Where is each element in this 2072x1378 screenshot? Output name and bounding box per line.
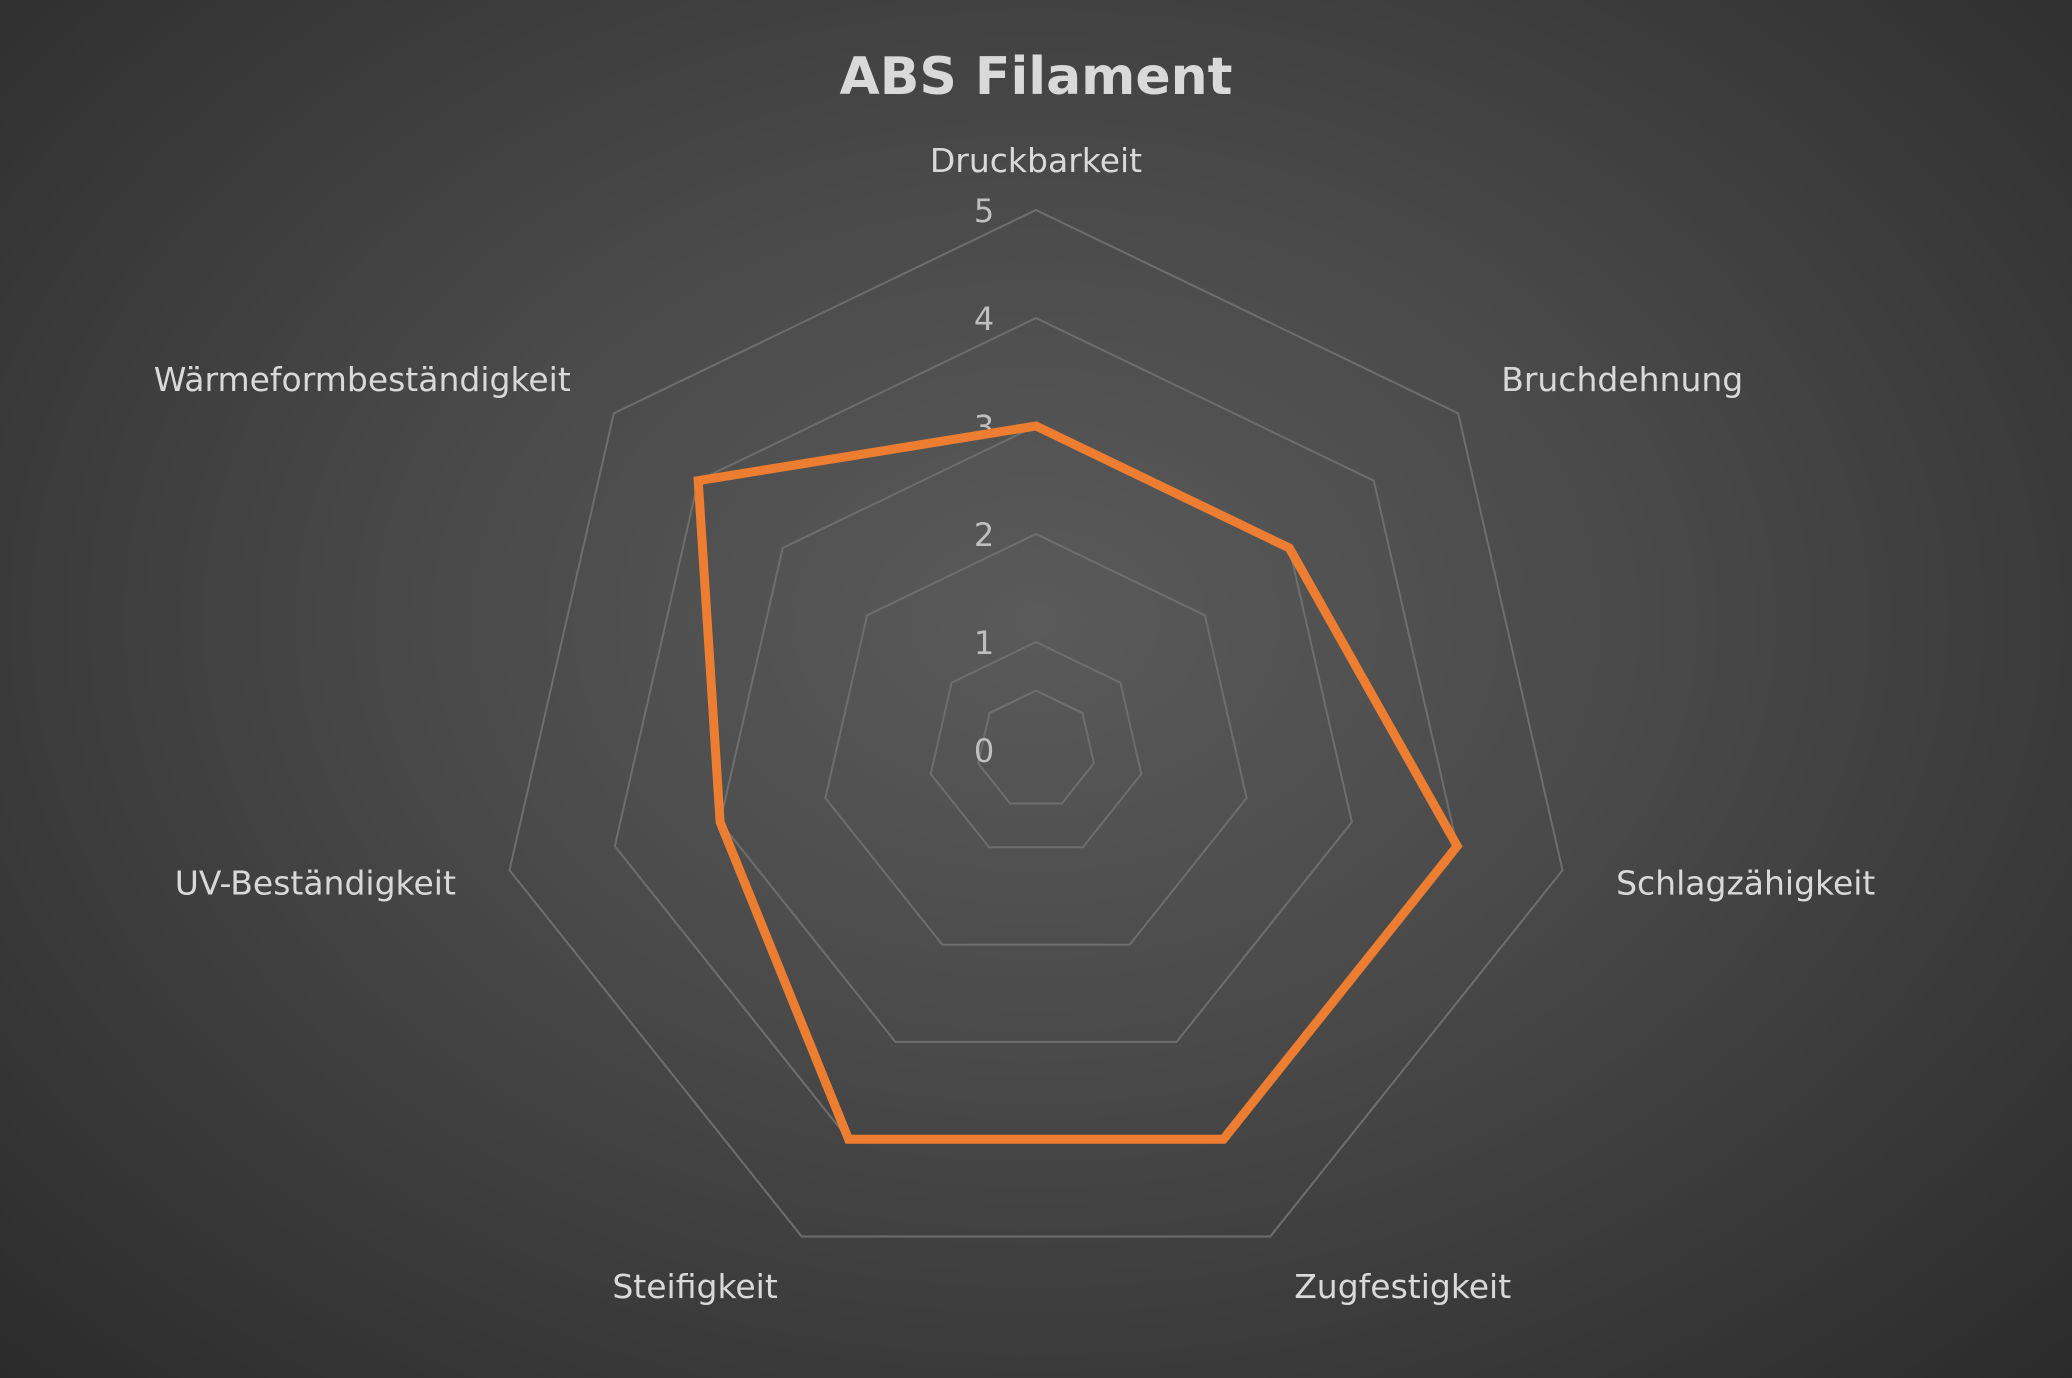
category-label: Druckbarkeit xyxy=(930,141,1142,180)
tick-label: 2 xyxy=(974,516,994,554)
tick-label: 1 xyxy=(974,624,994,662)
tick-label: 5 xyxy=(974,192,994,230)
category-labels: Druckbarkeit Bruchdehnung Schlagzähigkeit Z… xyxy=(154,141,1876,1306)
category-label: Schlagzähigkeit xyxy=(1616,863,1875,902)
grid-ring-3 xyxy=(719,424,1353,1043)
category-label: Wärmeformbeständigkeit xyxy=(154,360,571,399)
grid-ring-center xyxy=(977,689,1095,805)
grid-ring-5 xyxy=(508,208,1564,1238)
grid-ring-1 xyxy=(929,640,1143,849)
tick-label: 4 xyxy=(974,300,994,338)
category-label: UV-Beständigkeit xyxy=(175,863,456,902)
chart-title: ABS Filament xyxy=(839,47,1232,107)
series-layer xyxy=(693,421,1463,1144)
category-label: Bruchdehnung xyxy=(1501,360,1743,399)
category-label: Zugfestigkeit xyxy=(1294,1267,1511,1306)
radial-tick-labels: 0 1 2 3 4 5 xyxy=(974,192,994,770)
tick-label: 3 xyxy=(974,408,994,446)
radar-grid xyxy=(508,208,1564,1238)
grid-ring-2 xyxy=(824,532,1248,946)
category-label: Steifigkeit xyxy=(612,1267,777,1306)
tick-label: 0 xyxy=(974,732,994,770)
series-line xyxy=(693,421,1463,1144)
